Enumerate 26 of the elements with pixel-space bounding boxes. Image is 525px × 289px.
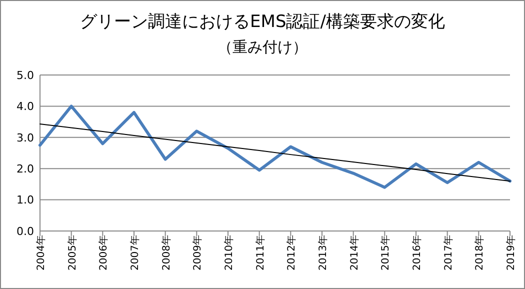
x-tick-label: 2009年	[192, 235, 204, 270]
x-tick-label: 2019年	[505, 235, 517, 270]
y-tick-label: 0.0	[16, 224, 34, 238]
x-tick-label: 2014年	[348, 235, 360, 270]
x-tick-label: 2017年	[442, 235, 454, 270]
x-tick-label: 2006年	[98, 235, 110, 270]
line-series	[40, 123, 510, 182]
y-tick-label: 2.0	[16, 162, 34, 176]
x-tick-label: 2008年	[160, 235, 172, 270]
x-tick-label: 2015年	[380, 235, 392, 270]
x-tick-label: 2013年	[317, 235, 329, 270]
x-tick-label: 2011年	[254, 235, 266, 270]
x-tick-label: 2005年	[66, 235, 78, 270]
chart-subtitle: （重み付け）	[218, 38, 308, 56]
x-tick-label: 2016年	[411, 235, 423, 270]
x-tick-label: 2004年	[35, 235, 47, 270]
line-series	[38, 104, 512, 189]
chart-title: グリーン調達におけるEMS認証/構築要求の変化	[80, 12, 445, 32]
y-tick-label: 1.0	[16, 194, 34, 207]
x-tick-label: 2010年	[223, 235, 235, 270]
y-tick-label: 4.0	[16, 100, 34, 114]
y-tick-label: 5.0	[16, 68, 34, 82]
y-tick-label: 3.0	[16, 131, 34, 144]
x-tick-label: 2007年	[129, 235, 141, 270]
x-tick-label: 2018年	[474, 235, 486, 270]
x-tick-label: 2012年	[286, 235, 298, 270]
